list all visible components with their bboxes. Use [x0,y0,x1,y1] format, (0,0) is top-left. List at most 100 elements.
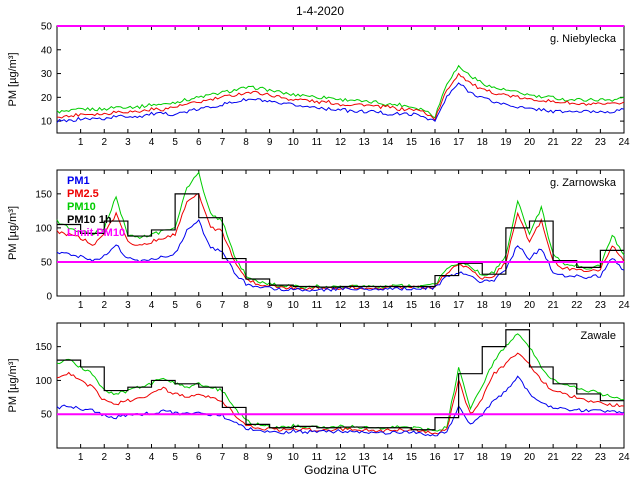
x-tick-label: 6 [196,452,202,463]
x-tick-label: 13 [359,300,371,311]
x-tick-label: 2 [101,300,107,311]
x-tick-label: 22 [571,137,583,148]
x-tick-label: 3 [125,137,131,148]
x-tick-label: 16 [429,137,441,148]
y-tick-label: 30 [41,69,53,80]
x-tick-label: 15 [406,452,418,463]
x-axis-label: Godzina UTC [304,463,377,477]
x-tick-label: 20 [524,452,536,463]
x-tick-label: 20 [524,300,536,311]
series-line-pm10-1h [57,329,624,431]
series-line-pm2-5 [56,352,625,435]
x-tick-label: 16 [429,300,441,311]
x-tick-label: 2 [101,452,107,463]
x-tick-label: 1 [78,300,84,311]
x-tick-label: 8 [243,452,249,463]
x-tick-label: 12 [335,452,347,463]
station-label: g. Zarnowska [550,177,617,189]
x-tick-label: 18 [477,300,489,311]
x-tick-label: 21 [548,137,560,148]
x-tick-label: 11 [312,300,323,311]
x-tick-label: 6 [196,137,202,148]
legend-item-pm10-1h: PM10 1h [67,214,112,226]
legend-item-limit-pm10: Limit PM10 [67,227,125,239]
x-tick-label: 19 [500,452,512,463]
y-tick-label: 20 [41,93,53,104]
x-tick-label: 9 [267,137,273,148]
x-tick-label: 17 [453,137,465,148]
y-tick-label: 10 [41,117,53,128]
figure-title: 1-4-2020 [295,4,345,18]
y-axis-label: PM [µg/m³] [7,358,19,412]
x-tick-label: 14 [382,452,394,463]
y-tick-label: 150 [35,342,52,353]
y-tick-label: 50 [41,22,53,33]
x-tick-label: 8 [243,137,249,148]
x-tick-label: 13 [359,452,371,463]
x-tick-label: 10 [288,452,300,463]
x-tick-label: 10 [288,137,300,148]
x-tick-label: 21 [548,452,560,463]
x-tick-label: 12 [335,300,347,311]
station-label: g. Niebylecka [550,33,617,45]
y-tick-label: 40 [41,45,53,56]
x-tick-label: 23 [595,137,607,148]
x-tick-label: 15 [406,137,418,148]
x-tick-label: 24 [618,137,630,148]
x-tick-label: 6 [196,300,202,311]
x-tick-label: 4 [149,137,155,148]
series-line-pm10-1h [57,193,624,288]
legend-item-pm10: PM10 [67,201,96,213]
x-tick-label: 15 [406,300,418,311]
x-tick-label: 3 [125,300,131,311]
x-tick-label: 14 [382,137,394,148]
x-tick-label: 24 [618,300,630,311]
x-tick-label: 19 [500,137,512,148]
x-tick-label: 4 [149,300,155,311]
x-tick-label: 19 [500,300,512,311]
x-tick-label: 18 [477,137,489,148]
series-line-pm1 [56,218,625,292]
y-tick-label: 100 [35,376,52,387]
x-tick-label: 9 [267,300,273,311]
x-tick-label: 14 [382,300,394,311]
x-tick-label: 18 [477,452,489,463]
x-tick-label: 8 [243,300,249,311]
series-line-pm10 [56,171,625,289]
x-tick-label: 3 [125,452,131,463]
x-tick-label: 21 [548,300,560,311]
legend-item-pm2-5: PM2.5 [67,188,99,200]
x-tick-label: 16 [429,452,441,463]
x-tick-label: 2 [101,137,107,148]
x-tick-label: 17 [453,300,465,311]
x-tick-label: 7 [220,137,226,148]
x-tick-label: 20 [524,137,536,148]
x-tick-label: 22 [571,452,583,463]
x-tick-label: 12 [335,137,347,148]
x-tick-label: 7 [220,300,226,311]
x-tick-label: 22 [571,300,583,311]
x-tick-label: 1 [78,137,84,148]
x-tick-label: 4 [149,452,155,463]
y-axis-label: PM [µg/m³] [7,52,19,106]
y-tick-label: 0 [46,292,52,303]
x-tick-label: 5 [172,300,178,311]
series-line-pm2-5 [56,192,625,291]
x-tick-label: 11 [312,137,323,148]
x-tick-label: 9 [267,452,273,463]
x-tick-label: 24 [618,452,630,463]
x-tick-label: 11 [312,452,323,463]
legend-item-pm1: PM1 [67,175,90,187]
y-tick-label: 50 [41,410,53,421]
plot-box-3 [56,322,625,449]
x-tick-label: 5 [172,137,178,148]
x-tick-label: 23 [595,300,607,311]
x-tick-label: 7 [220,452,226,463]
x-tick-label: 5 [172,452,178,463]
series-line-pm1 [56,82,625,123]
x-tick-label: 13 [359,137,371,148]
series-line-pm10 [56,64,625,119]
y-tick-label: 50 [41,257,53,268]
